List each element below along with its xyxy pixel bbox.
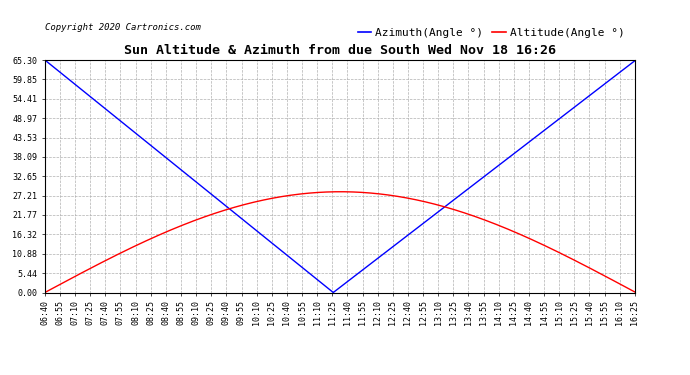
Title: Sun Altitude & Azimuth from due South Wed Nov 18 16:26: Sun Altitude & Azimuth from due South We… xyxy=(124,45,556,57)
Legend: Azimuth(Angle °), Altitude(Angle °): Azimuth(Angle °), Altitude(Angle °) xyxy=(353,24,629,43)
Text: Copyright 2020 Cartronics.com: Copyright 2020 Cartronics.com xyxy=(45,23,201,32)
